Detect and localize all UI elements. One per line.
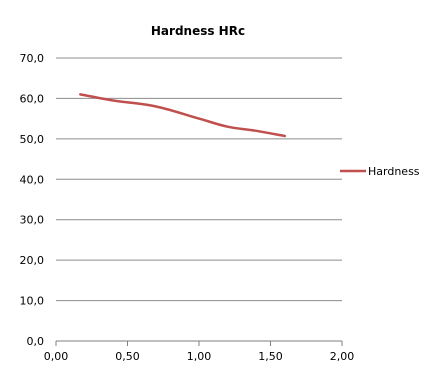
y-tick-labels: 0,0 10,0 20,0 30,0 40,0 50,0 60,0 70,0 bbox=[20, 52, 45, 348]
legend-label: Hardness bbox=[368, 165, 420, 178]
x-tick-label: 2,00 bbox=[330, 350, 355, 363]
x-tick-label: 0,50 bbox=[115, 350, 140, 363]
legend: Hardness bbox=[340, 165, 420, 178]
axes bbox=[55, 340, 343, 346]
series-layer bbox=[79, 93, 287, 138]
series-line-hardness bbox=[79, 93, 287, 138]
y-tick-label: 50,0 bbox=[20, 133, 45, 146]
y-tick-label: 10,0 bbox=[20, 295, 45, 308]
y-tick-label: 20,0 bbox=[20, 254, 45, 267]
y-tick-label: 70,0 bbox=[20, 52, 45, 65]
x-tick-label: 1,00 bbox=[187, 350, 212, 363]
x-tick-labels: 0,00 0,50 1,00 1,50 2,00 bbox=[44, 350, 355, 363]
y-tick-label: 40,0 bbox=[20, 173, 45, 186]
y-tick-label: 60,0 bbox=[20, 92, 45, 105]
gridlines bbox=[56, 57, 342, 302]
y-tick-label: 0,0 bbox=[27, 335, 45, 348]
y-tick-label: 30,0 bbox=[20, 214, 45, 227]
x-tick-label: 1,50 bbox=[258, 350, 283, 363]
chart-title: Hardness HRc bbox=[151, 24, 245, 38]
x-tick-label: 0,00 bbox=[44, 350, 69, 363]
